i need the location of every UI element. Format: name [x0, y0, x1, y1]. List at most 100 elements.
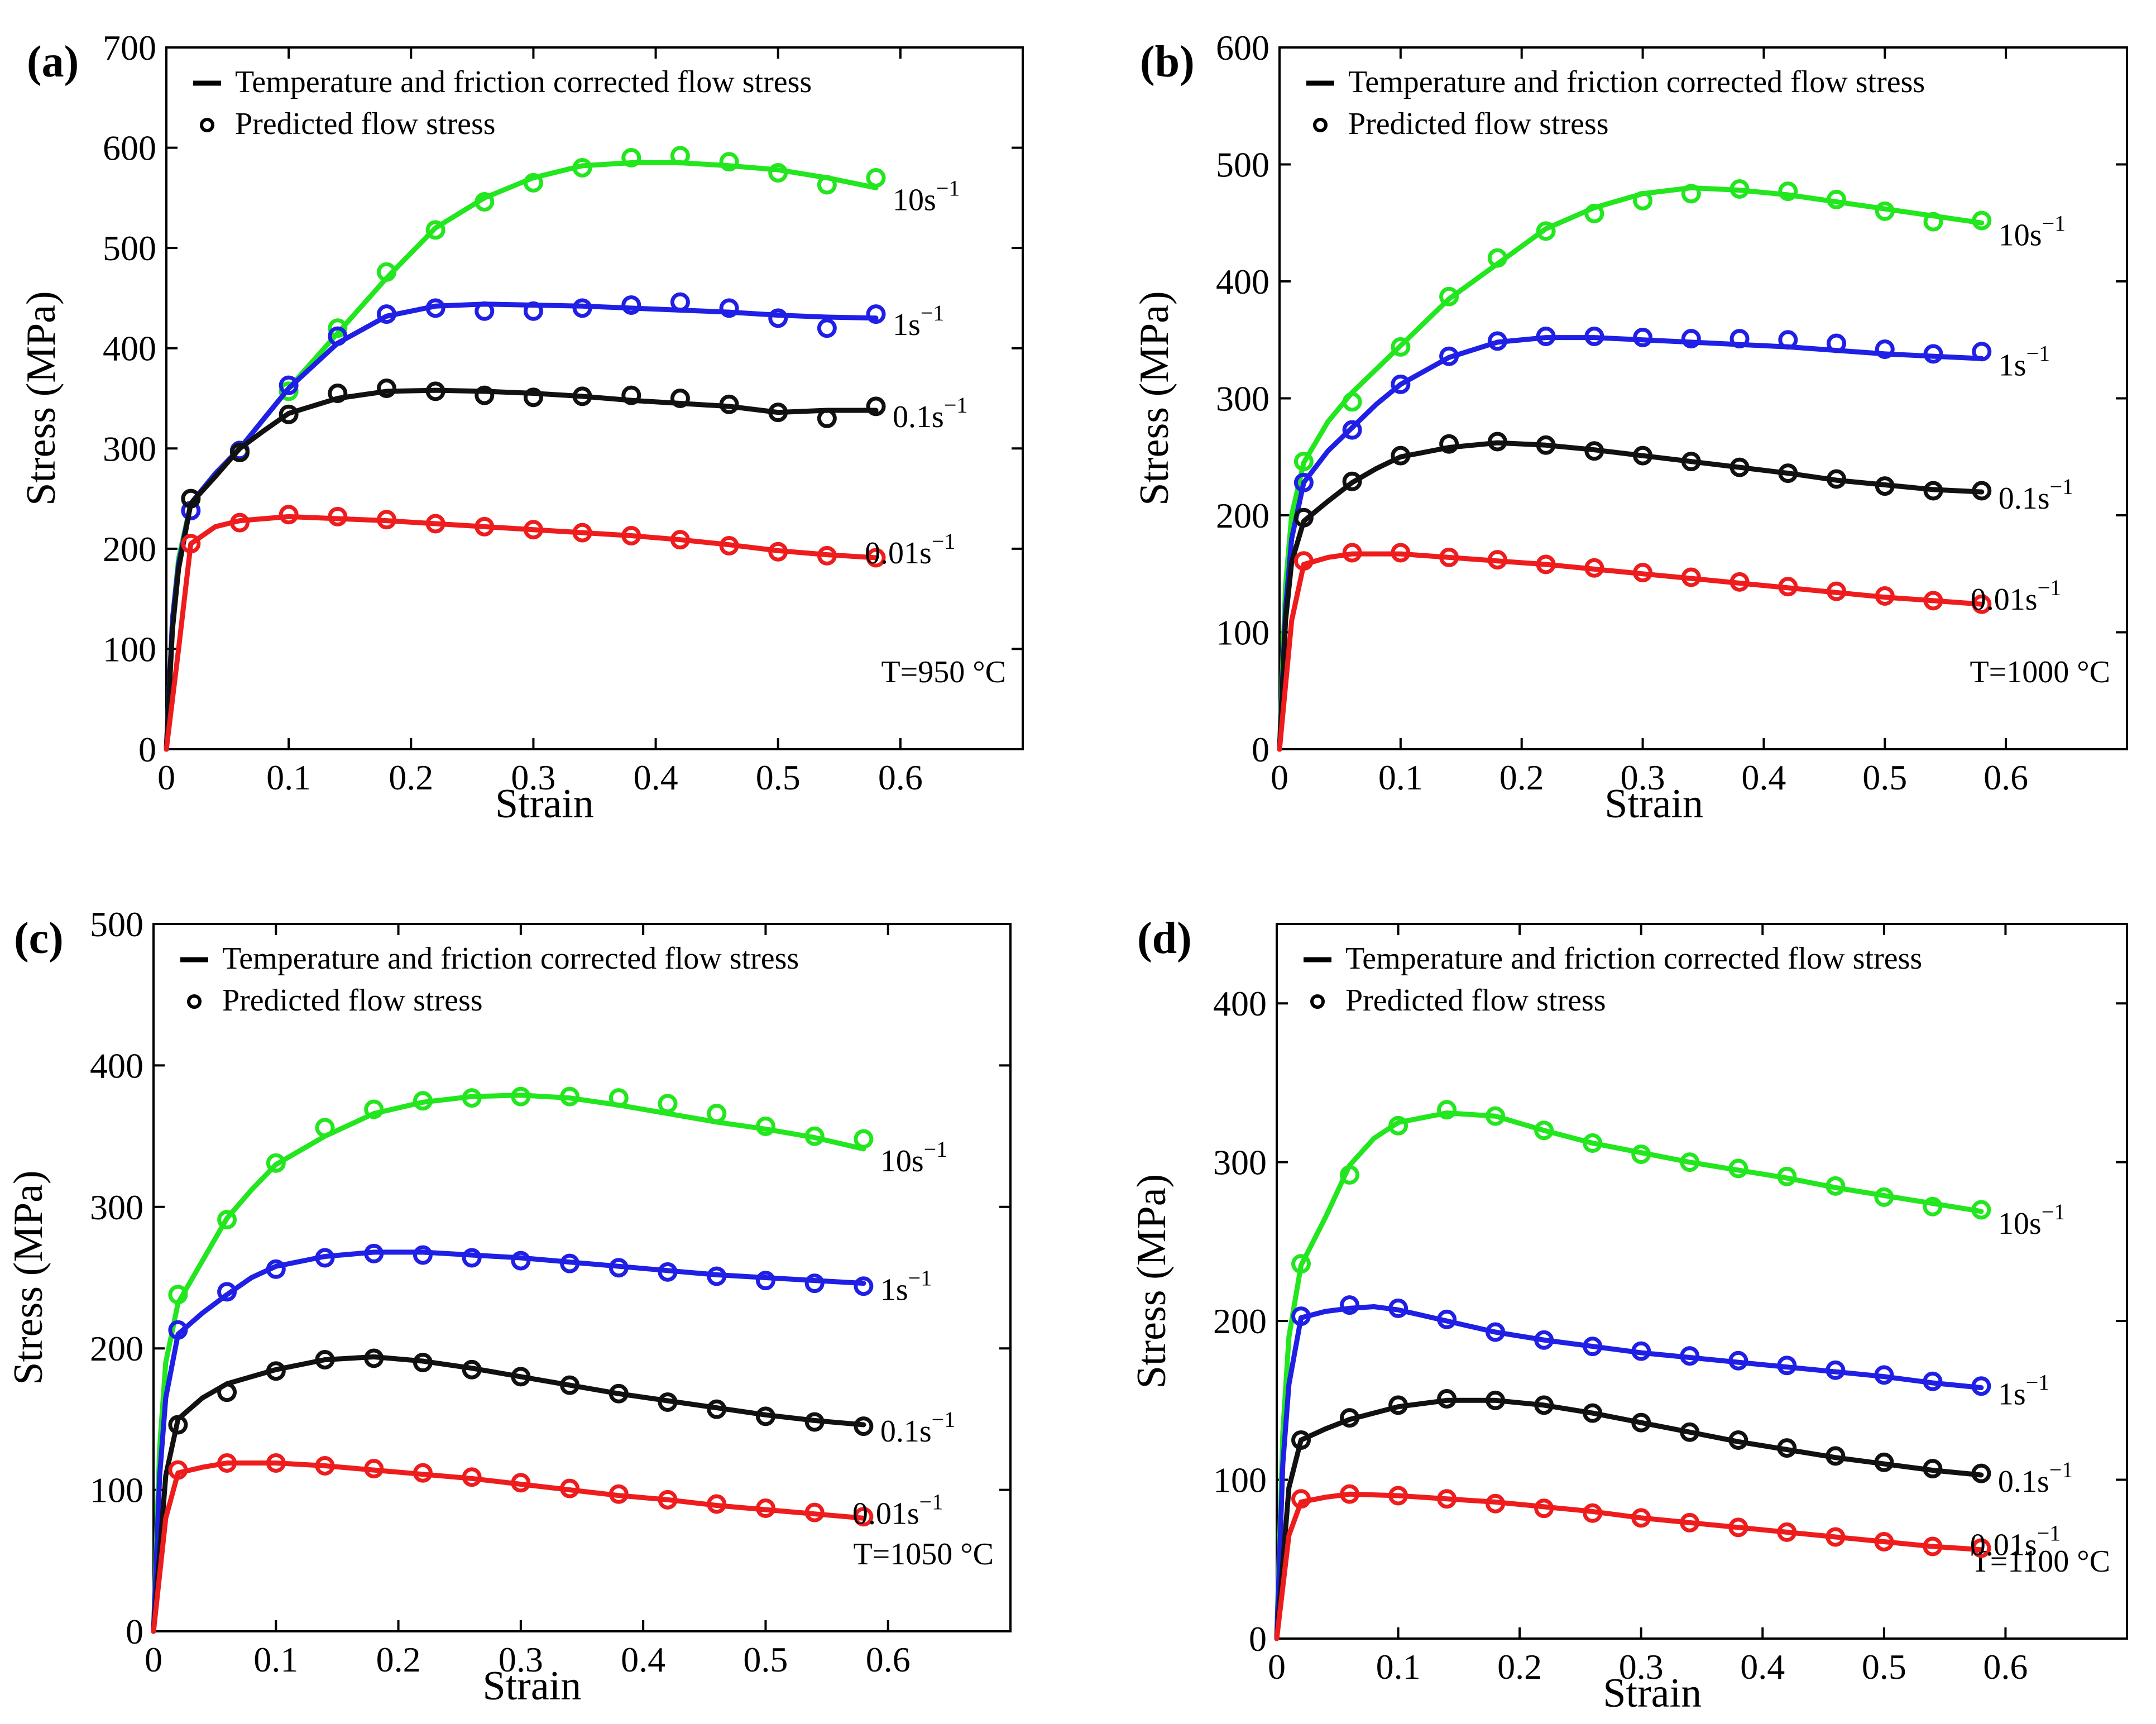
data-point — [217, 1382, 237, 1402]
series-0.01: 0.01s−1 — [151, 1453, 943, 1634]
data-point — [168, 1285, 188, 1305]
data-point — [315, 1349, 335, 1369]
x-tick-label: 0 — [157, 758, 175, 797]
data-point — [1584, 558, 1604, 578]
data-point — [1439, 434, 1459, 454]
data-point — [1923, 212, 1943, 232]
data-point — [1342, 543, 1362, 563]
data-point — [854, 1276, 874, 1296]
data-point — [266, 1259, 286, 1279]
data-point — [1388, 1298, 1408, 1318]
data-point — [1826, 1176, 1846, 1196]
series-line — [151, 1354, 866, 1634]
data-point — [328, 318, 348, 338]
data-point — [1728, 1351, 1748, 1371]
data-point — [707, 1399, 727, 1419]
y-axis-title: Stress (MPa) — [1132, 291, 1177, 505]
y-axis-title: Stress (MPa) — [6, 1170, 51, 1385]
legend-line-label: Temperature and friction corrected flow … — [222, 941, 799, 976]
data-point — [719, 394, 739, 414]
x-tick-label: 0.3 — [511, 758, 555, 797]
legend-line-label: Temperature and friction corrected flow … — [235, 65, 812, 99]
series-line — [1274, 1304, 1984, 1641]
data-point — [168, 1415, 188, 1435]
data-point — [1778, 330, 1798, 350]
data-point — [1680, 1512, 1700, 1533]
data-point — [1631, 1341, 1651, 1361]
data-point — [768, 542, 788, 562]
data-point — [364, 1099, 384, 1119]
data-point — [707, 1266, 727, 1286]
data-point — [279, 505, 299, 525]
data-point — [1827, 189, 1847, 209]
data-point — [1391, 337, 1411, 357]
data-point — [376, 379, 396, 399]
data-point — [462, 1248, 482, 1268]
data-point — [817, 318, 837, 338]
data-point — [817, 175, 837, 195]
data-point — [621, 295, 641, 315]
data-point — [266, 1153, 286, 1173]
data-point — [475, 301, 495, 321]
data-point — [1534, 1395, 1554, 1415]
data-point — [804, 1412, 825, 1432]
data-point — [1680, 1152, 1700, 1172]
data-point — [523, 301, 543, 321]
data-point — [1923, 1371, 1943, 1391]
data-point — [1340, 1408, 1360, 1428]
data-point — [279, 375, 299, 395]
x-tick-label: 0.3 — [1621, 758, 1665, 797]
data-point — [266, 1361, 286, 1381]
x-tick-label: 0.6 — [878, 758, 923, 797]
data-point — [560, 1375, 580, 1395]
data-point — [475, 192, 495, 212]
series-label: 0.1s−1 — [893, 392, 967, 434]
plot-frame — [165, 46, 1024, 750]
y-tick-label: 100 — [1213, 1460, 1267, 1500]
panel-label: (a) — [27, 37, 79, 87]
series-label: 0.01s−1 — [1970, 1521, 2061, 1563]
data-point — [609, 1088, 629, 1108]
panel-label: (c) — [14, 914, 64, 963]
series-line — [164, 160, 879, 752]
data-point — [1728, 1158, 1748, 1179]
data-point — [364, 1348, 384, 1368]
data-point — [755, 1116, 775, 1136]
y-tick-label: 500 — [90, 904, 143, 944]
data-point — [866, 304, 886, 324]
data-point — [1583, 1337, 1603, 1357]
data-point — [1342, 420, 1362, 440]
series-label: 10s−1 — [1999, 210, 2066, 252]
data-point — [1633, 328, 1653, 348]
y-tick-label: 100 — [1216, 613, 1269, 653]
y-tick-label: 600 — [1216, 28, 1269, 68]
x-tick-label: 0 — [1268, 1647, 1286, 1687]
data-point — [854, 1416, 874, 1436]
data-point — [413, 1091, 433, 1111]
y-tick-label: 0 — [126, 1612, 143, 1651]
data-point — [1536, 221, 1556, 241]
panel-2: 0 0.1 0.2 0.3 0.4 0.5 0.6 0 100 200 300 400 500 600 St… — [1132, 28, 2128, 827]
data-point — [1972, 594, 1992, 614]
data-point — [1583, 1503, 1603, 1523]
series-line — [1274, 1491, 1984, 1641]
data-point — [670, 292, 690, 312]
data-point — [364, 1459, 384, 1479]
data-point — [621, 148, 641, 168]
panel-1: 0 0.1 0.2 0.3 0.4 0.5 0.6 0 100 200 300 400 500 600 70… — [18, 28, 1024, 827]
series-line — [151, 1249, 866, 1634]
data-point — [425, 220, 445, 240]
data-point — [1437, 1100, 1457, 1120]
data-point — [462, 1359, 482, 1380]
data-point — [817, 545, 837, 566]
y-tick-label: 600 — [103, 128, 156, 168]
data-point — [670, 530, 690, 550]
data-point — [560, 1253, 580, 1273]
data-point — [658, 1262, 678, 1282]
data-point — [1486, 1390, 1506, 1410]
data-point — [1439, 286, 1459, 307]
y-tick-label: 200 — [1213, 1301, 1267, 1341]
x-tick-label: 0.6 — [1983, 1647, 2028, 1687]
series-0.1: 0.1s−1 — [151, 1348, 955, 1634]
data-point — [658, 1392, 678, 1412]
